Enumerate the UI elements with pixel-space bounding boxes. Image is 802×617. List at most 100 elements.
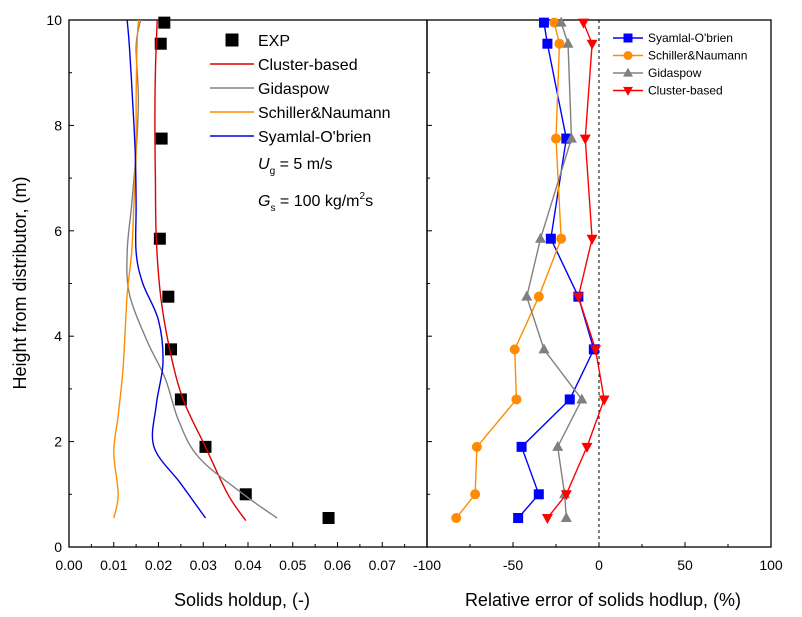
data-point-schiller-naumann-error — [551, 133, 561, 144]
legend-swatch-marker — [623, 33, 633, 43]
data-point-gidaspow-error — [521, 290, 533, 301]
data-point-cluster-based-error — [579, 134, 591, 145]
data-point-syamlal-o-brien-error — [516, 441, 527, 452]
right-x-tick-label: -100 — [413, 557, 441, 573]
data-point-syamlal-o-brien-error — [545, 233, 556, 244]
data-point-syamlal-o-brien-error — [542, 38, 553, 49]
data-point-syamlal-o-brien-error — [533, 489, 544, 500]
legend-item-cluster-based: Cluster-based — [210, 57, 358, 74]
series-line-cluster-based — [154, 19, 247, 522]
legend-item-syamlal-o-brien-error: Syamlal-O'brien — [613, 31, 733, 45]
series-line-schiller-naumann — [113, 19, 140, 519]
legend-label: Schiller&Naumann — [258, 105, 391, 122]
data-point-cluster-based-error — [581, 442, 593, 453]
right-x-tick-label: 50 — [677, 557, 693, 573]
y-tick-label: 4 — [54, 328, 62, 344]
series-gidaspow — [126, 19, 278, 519]
data-point-exp — [239, 488, 252, 501]
data-point-cluster-based-error — [598, 395, 610, 406]
legend-label: Syamlal-O'brien — [648, 31, 733, 45]
legend-label: Cluster-based — [258, 57, 358, 74]
data-point-cluster-based-error — [586, 39, 598, 50]
data-point-schiller-naumann-error — [533, 291, 544, 302]
series-line-cluster-based-error — [546, 22, 605, 519]
right-x-tick-label: 0 — [595, 557, 603, 573]
data-point-schiller-naumann-error — [511, 394, 522, 405]
legend-item-cluster-based-error: Cluster-based — [613, 84, 723, 98]
data-point-gidaspow-error — [555, 16, 567, 27]
y-tick-label: 2 — [54, 434, 62, 450]
legend-item-gidaspow: Gidaspow — [210, 81, 330, 98]
left-axis-ticks: 0.00 0.01 0.02 0.03 0.04 0.05 0.06 0.07 0 2 4 6 8 10 — [46, 12, 432, 573]
data-point-exp — [165, 343, 178, 356]
left-x-tick-label: 0.02 — [145, 557, 172, 573]
series-line-gidaspow — [126, 19, 278, 519]
y-axis-label: Height from distributor, (m) — [10, 176, 30, 389]
data-point-syamlal-o-brien-error — [564, 394, 575, 405]
data-point-cluster-based-error — [590, 345, 602, 356]
y-tick-label: 6 — [54, 223, 62, 239]
data-point-cluster-based-error — [560, 490, 572, 501]
data-point-gidaspow-error — [560, 512, 572, 523]
legend-label: Syamlal-O'brien — [258, 129, 371, 146]
legend-swatch-marker — [623, 86, 633, 96]
data-point-exp — [162, 290, 175, 303]
right-x-axis-label: Relative error of solids hodlup, (%) — [465, 590, 741, 610]
series-gidaspow-error — [521, 16, 588, 523]
data-point-cluster-based-error — [541, 514, 553, 525]
data-point-gidaspow-error — [576, 393, 588, 404]
y-tick-label: 10 — [46, 12, 62, 28]
legend-label: Gidaspow — [258, 81, 330, 98]
legend-item-schiller-naumann-error: Schiller&Naumann — [613, 49, 747, 63]
series-schiller-naumann — [113, 19, 140, 519]
data-point-syamlal-o-brien-error — [513, 513, 524, 524]
legend-item-syamlal-o-brien: Syamlal-O'brien — [210, 129, 371, 146]
legend-item-schiller-naumann: Schiller&Naumann — [210, 105, 391, 122]
gs-annotation: Gs = 100 kg/m2s — [258, 191, 373, 214]
legend-swatch — [225, 33, 239, 47]
left-legend: EXP Cluster-based Gidaspow Schiller&Naumann… — [210, 33, 391, 146]
series-line-syamlal-o-brien-error — [517, 22, 595, 519]
left-plot-series — [113, 16, 335, 525]
data-point-gidaspow-error — [562, 37, 574, 48]
series-line-syamlal-o-brien — [126, 19, 207, 519]
data-point-exp — [155, 132, 168, 145]
legend-item-exp: EXP — [225, 33, 290, 50]
legend-label: Gidaspow — [648, 66, 702, 80]
data-point-schiller-naumann-error — [470, 489, 481, 500]
legend-swatch-marker — [623, 51, 633, 60]
left-x-axis-label: Solids holdup, (-) — [174, 590, 310, 610]
legend-label: Cluster-based — [648, 84, 723, 98]
data-point-schiller-naumann-error — [451, 513, 462, 524]
series-cluster-based-error — [541, 18, 610, 525]
right-x-tick-label: -50 — [503, 557, 523, 573]
left-x-tick-label: 0.03 — [190, 557, 217, 573]
series-schiller-naumann-error — [451, 17, 567, 524]
data-point-syamlal-o-brien-error — [561, 133, 572, 144]
y-tick-label: 8 — [54, 117, 62, 133]
data-point-schiller-naumann-error — [554, 38, 565, 49]
data-point-schiller-naumann-error — [509, 344, 520, 355]
right-x-tick-label: 100 — [759, 557, 783, 573]
series-line-schiller-naumann-error — [455, 22, 562, 519]
left-x-tick-label: 0.00 — [55, 557, 82, 573]
data-point-schiller-naumann-error — [471, 441, 482, 452]
right-axis-ticks: -100 -50 0 50 100 — [413, 20, 783, 573]
legend-swatch-marker — [623, 67, 633, 77]
left-plot-frame — [68, 19, 428, 548]
data-point-exp — [154, 37, 167, 50]
data-point-exp — [158, 16, 171, 29]
left-x-tick-label: 0.05 — [279, 557, 306, 573]
y-tick-label: 0 — [54, 539, 62, 555]
series-syamlal-o-brien — [126, 19, 207, 519]
left-x-tick-label: 0.01 — [100, 557, 127, 573]
series-cluster-based — [154, 19, 247, 522]
data-point-schiller-naumann-error — [556, 233, 567, 244]
legend-label: EXP — [258, 33, 290, 50]
legend-item-gidaspow-error: Gidaspow — [613, 66, 702, 80]
legend-label: Schiller&Naumann — [648, 49, 747, 63]
data-point-exp — [322, 512, 335, 525]
data-point-gidaspow-error — [535, 232, 547, 243]
data-point-syamlal-o-brien-error — [538, 17, 549, 28]
